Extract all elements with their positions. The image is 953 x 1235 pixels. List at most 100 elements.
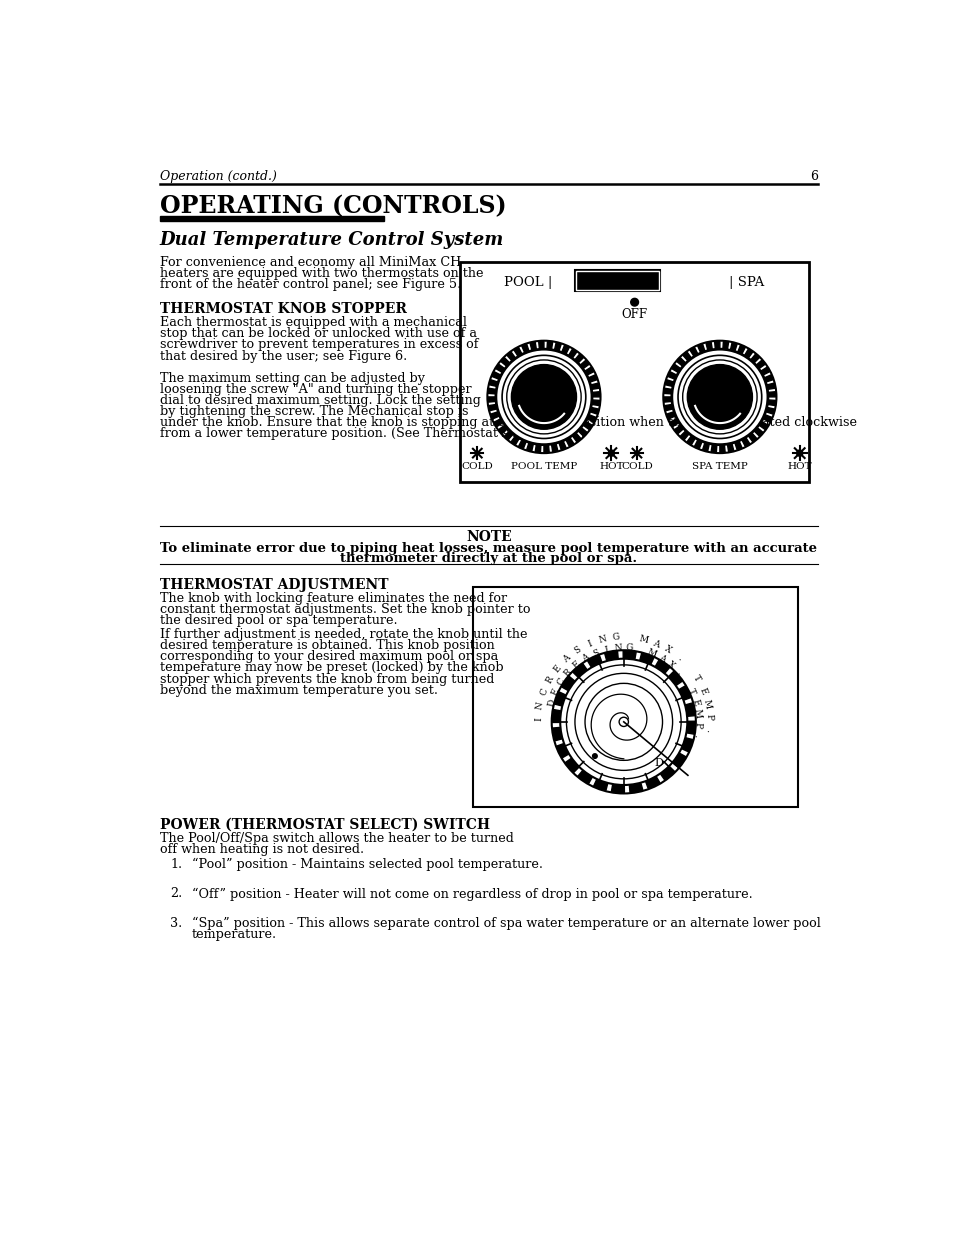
Text: constant thermostat adjustments. Set the knob pointer to: constant thermostat adjustments. Set the… (159, 603, 530, 616)
Polygon shape (578, 427, 586, 436)
Polygon shape (588, 375, 597, 382)
Polygon shape (494, 419, 502, 426)
Polygon shape (575, 354, 583, 363)
Polygon shape (681, 737, 692, 752)
Text: M: M (637, 634, 648, 645)
Text: P: P (703, 714, 713, 720)
Circle shape (559, 658, 686, 785)
Polygon shape (580, 361, 588, 368)
Polygon shape (722, 342, 728, 350)
Polygon shape (506, 352, 515, 361)
Text: G: G (612, 632, 619, 642)
Circle shape (608, 450, 614, 456)
Text: COLD: COLD (461, 462, 493, 471)
Polygon shape (694, 440, 701, 448)
Polygon shape (754, 427, 762, 436)
Text: For convenience and economy all MiniMax CH: For convenience and economy all MiniMax … (159, 256, 460, 269)
Circle shape (501, 356, 585, 438)
Polygon shape (667, 372, 676, 379)
Polygon shape (492, 372, 500, 379)
Polygon shape (583, 421, 592, 430)
Polygon shape (671, 364, 679, 372)
Text: .: . (691, 734, 700, 739)
Polygon shape (679, 685, 690, 700)
Polygon shape (697, 345, 704, 352)
Polygon shape (604, 651, 618, 661)
Polygon shape (565, 438, 574, 446)
Circle shape (496, 350, 592, 445)
Text: I: I (585, 640, 593, 650)
Text: loosening the screw "A" and turning the stopper: loosening the screw "A" and turning the … (159, 383, 471, 395)
Polygon shape (744, 350, 752, 358)
Polygon shape (668, 672, 681, 685)
Polygon shape (741, 438, 749, 446)
Polygon shape (592, 400, 599, 405)
Polygon shape (730, 343, 737, 351)
Circle shape (618, 718, 628, 726)
Polygon shape (557, 743, 568, 758)
Circle shape (506, 359, 580, 433)
Text: A: A (579, 653, 590, 664)
Text: T: T (685, 687, 697, 697)
Polygon shape (552, 710, 559, 722)
Text: thermometer directly at the pool or spa.: thermometer directly at the pool or spa. (340, 552, 637, 566)
Polygon shape (593, 779, 607, 790)
Text: A: A (656, 652, 666, 663)
Polygon shape (665, 380, 673, 387)
Text: N: N (535, 700, 545, 710)
Text: beyond the maximum temperature you set.: beyond the maximum temperature you set. (159, 684, 437, 697)
Text: POOL |: POOL | (504, 275, 552, 289)
Polygon shape (611, 784, 624, 793)
Text: THERMOSTAT ADJUSTMENT: THERMOSTAT ADJUSTMENT (159, 578, 388, 592)
Polygon shape (584, 367, 593, 375)
Polygon shape (734, 441, 741, 450)
Polygon shape (554, 692, 565, 706)
Polygon shape (538, 341, 543, 348)
Polygon shape (511, 436, 518, 445)
Text: HOT: HOT (598, 462, 623, 471)
Polygon shape (682, 352, 691, 361)
Text: N: N (613, 643, 621, 653)
Text: stopper which prevents the knob from being turned: stopper which prevents the knob from bei… (159, 673, 494, 685)
Text: under the knob. Ensure that the knob is stopping at the correct position when th: under the knob. Ensure that the knob is … (159, 416, 856, 429)
Text: OFF: OFF (621, 308, 647, 321)
Polygon shape (591, 383, 598, 389)
Bar (575, 270, 659, 291)
Polygon shape (488, 396, 495, 403)
Polygon shape (714, 341, 720, 348)
Polygon shape (760, 367, 769, 375)
Bar (459, 262, 808, 482)
Polygon shape (768, 391, 775, 396)
Text: HOT: HOT (786, 462, 811, 471)
Polygon shape (491, 412, 498, 419)
Polygon shape (488, 405, 497, 411)
Circle shape (592, 753, 597, 758)
Text: D: D (654, 758, 662, 768)
Polygon shape (674, 425, 682, 433)
Polygon shape (750, 354, 759, 363)
Polygon shape (759, 421, 767, 430)
Polygon shape (590, 408, 598, 414)
Polygon shape (762, 415, 771, 422)
Polygon shape (488, 388, 496, 394)
Text: E: E (551, 663, 562, 674)
Text: E: E (550, 687, 560, 697)
Polygon shape (764, 375, 772, 382)
Polygon shape (748, 433, 756, 442)
Polygon shape (737, 346, 744, 353)
Text: R: R (543, 674, 555, 685)
Text: from a lower temperature position. (See Thermostat Adjustment.): from a lower temperature position. (See … (159, 427, 584, 441)
Polygon shape (645, 777, 659, 788)
Text: .: . (703, 729, 713, 732)
Text: P: P (693, 721, 702, 727)
Polygon shape (521, 345, 528, 352)
Text: front of the heater control panel; see Figure 5.: front of the heater control panel; see F… (159, 278, 460, 291)
Text: THERMOSTAT KNOB STOPPER: THERMOSTAT KNOB STOPPER (159, 303, 406, 316)
Circle shape (671, 350, 767, 445)
Circle shape (566, 664, 680, 779)
Polygon shape (568, 350, 577, 358)
Polygon shape (663, 388, 671, 394)
Polygon shape (702, 443, 708, 451)
Text: temperature.: temperature. (192, 927, 277, 941)
Text: G: G (624, 643, 633, 653)
